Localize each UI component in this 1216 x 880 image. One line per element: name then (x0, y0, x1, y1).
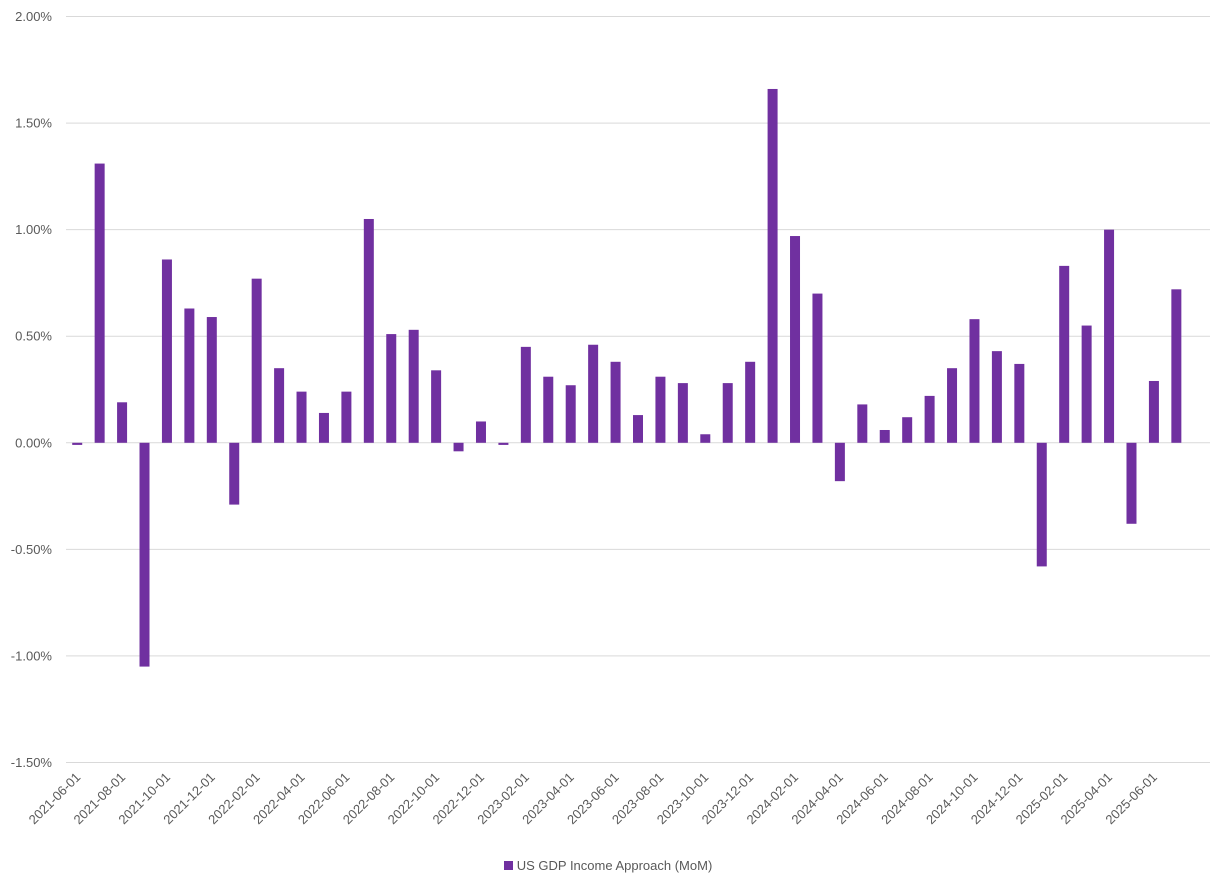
bar (363, 218, 374, 443)
bar (677, 383, 688, 443)
bar (991, 351, 1002, 443)
bar (745, 361, 756, 443)
y-tick-label: 2.00% (15, 9, 52, 24)
bar (184, 308, 195, 443)
bar (274, 368, 285, 443)
legend-swatch (503, 861, 513, 870)
bar (947, 368, 958, 443)
legend-label: US GDP Income Approach (MoM) (516, 858, 713, 873)
bar (610, 361, 621, 443)
bar (633, 415, 643, 443)
bar (94, 163, 105, 443)
bar (700, 434, 711, 443)
bar (1171, 289, 1182, 443)
bar (431, 370, 442, 443)
bar (1126, 442, 1137, 524)
bar (386, 334, 397, 443)
bar (72, 442, 83, 445)
bar (251, 278, 262, 443)
bar (879, 429, 890, 443)
bar (341, 391, 352, 443)
y-tick-label: 1.00% (15, 222, 52, 237)
bar (475, 421, 486, 443)
y-tick-label: -1.00% (11, 648, 53, 663)
bar (588, 344, 599, 443)
bar (161, 259, 172, 443)
bar (318, 412, 329, 443)
bar (1081, 325, 1092, 443)
bar (857, 404, 868, 443)
bar (655, 376, 666, 443)
y-tick-label: 1.50% (15, 116, 52, 131)
bar (296, 391, 307, 443)
bar (117, 402, 128, 443)
bar (969, 319, 980, 443)
bar (1014, 363, 1025, 443)
bar (790, 236, 801, 443)
y-tick-label: -0.50% (11, 542, 53, 557)
bar (902, 417, 913, 443)
y-tick-label: -1.50% (11, 755, 53, 770)
bar (1059, 265, 1070, 443)
bar (206, 317, 217, 443)
bar (1104, 229, 1115, 443)
y-tick-label: 0.50% (15, 329, 52, 344)
bar (520, 346, 531, 443)
bar (498, 442, 509, 445)
bar (1148, 380, 1159, 443)
y-tick-label: 0.00% (15, 435, 52, 450)
bar (408, 329, 419, 443)
bar (543, 376, 554, 443)
legend: US GDP Income Approach (MoM) (0, 858, 1216, 873)
bar (924, 395, 935, 443)
bar (453, 442, 464, 452)
bar (812, 293, 823, 443)
bar (722, 383, 733, 443)
bar (834, 442, 845, 482)
bar (1036, 442, 1047, 567)
bar (767, 88, 778, 443)
bar (565, 385, 576, 443)
bar (139, 442, 150, 667)
bar (229, 442, 240, 505)
